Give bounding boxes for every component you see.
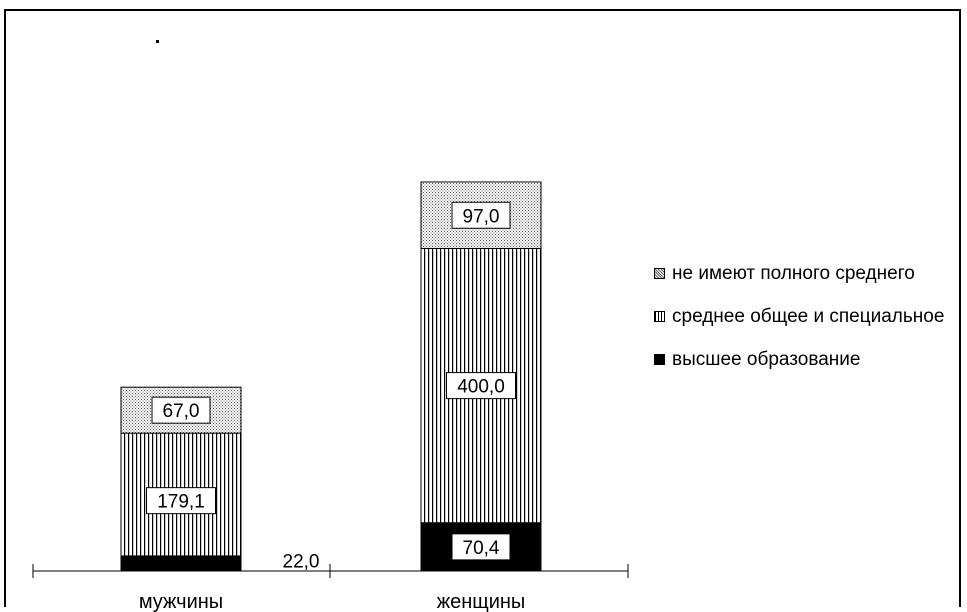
data-label-box (451, 533, 511, 561)
legend-item: высшее образование (652, 348, 962, 371)
labels-group: 22,0 179,1 67,0 мужчины 70,4 400,0 97,0 женщины (139, 201, 526, 612)
chart-frame (4, 9, 961, 607)
data-label-box (146, 487, 216, 515)
data-label: 400,0 (457, 377, 505, 398)
legend: не имеют полного среднего среднее общее и… (652, 262, 962, 391)
legend-label: не имеют полного среднего (672, 263, 915, 284)
data-label-box (151, 396, 211, 424)
legend-item: не имеют полного среднего (652, 262, 962, 285)
legend-label: высшее образование (672, 349, 861, 370)
bars-group (120, 181, 542, 572)
data-label: 22,0 (283, 551, 320, 572)
stray-dot (156, 40, 159, 43)
data-label-box (451, 201, 511, 229)
data-label: 67,0 (163, 401, 200, 422)
bar-segment-1-1 (120, 555, 242, 572)
x-axis (32, 564, 629, 578)
legend-item: среднее общее и специальное (652, 305, 962, 328)
legend-label: среднее общее и специальное (672, 306, 945, 327)
data-label: 97,0 (463, 206, 500, 227)
x-category-label: мужчины (139, 591, 223, 612)
data-label: 70,4 (463, 538, 500, 559)
legend-swatch-icon (654, 354, 665, 365)
legend-swatch-icon (654, 311, 665, 322)
x-category-label: женщины (437, 591, 526, 612)
data-label: 179,1 (157, 492, 205, 513)
legend-swatch-icon (654, 268, 665, 279)
data-label-box (446, 372, 516, 400)
